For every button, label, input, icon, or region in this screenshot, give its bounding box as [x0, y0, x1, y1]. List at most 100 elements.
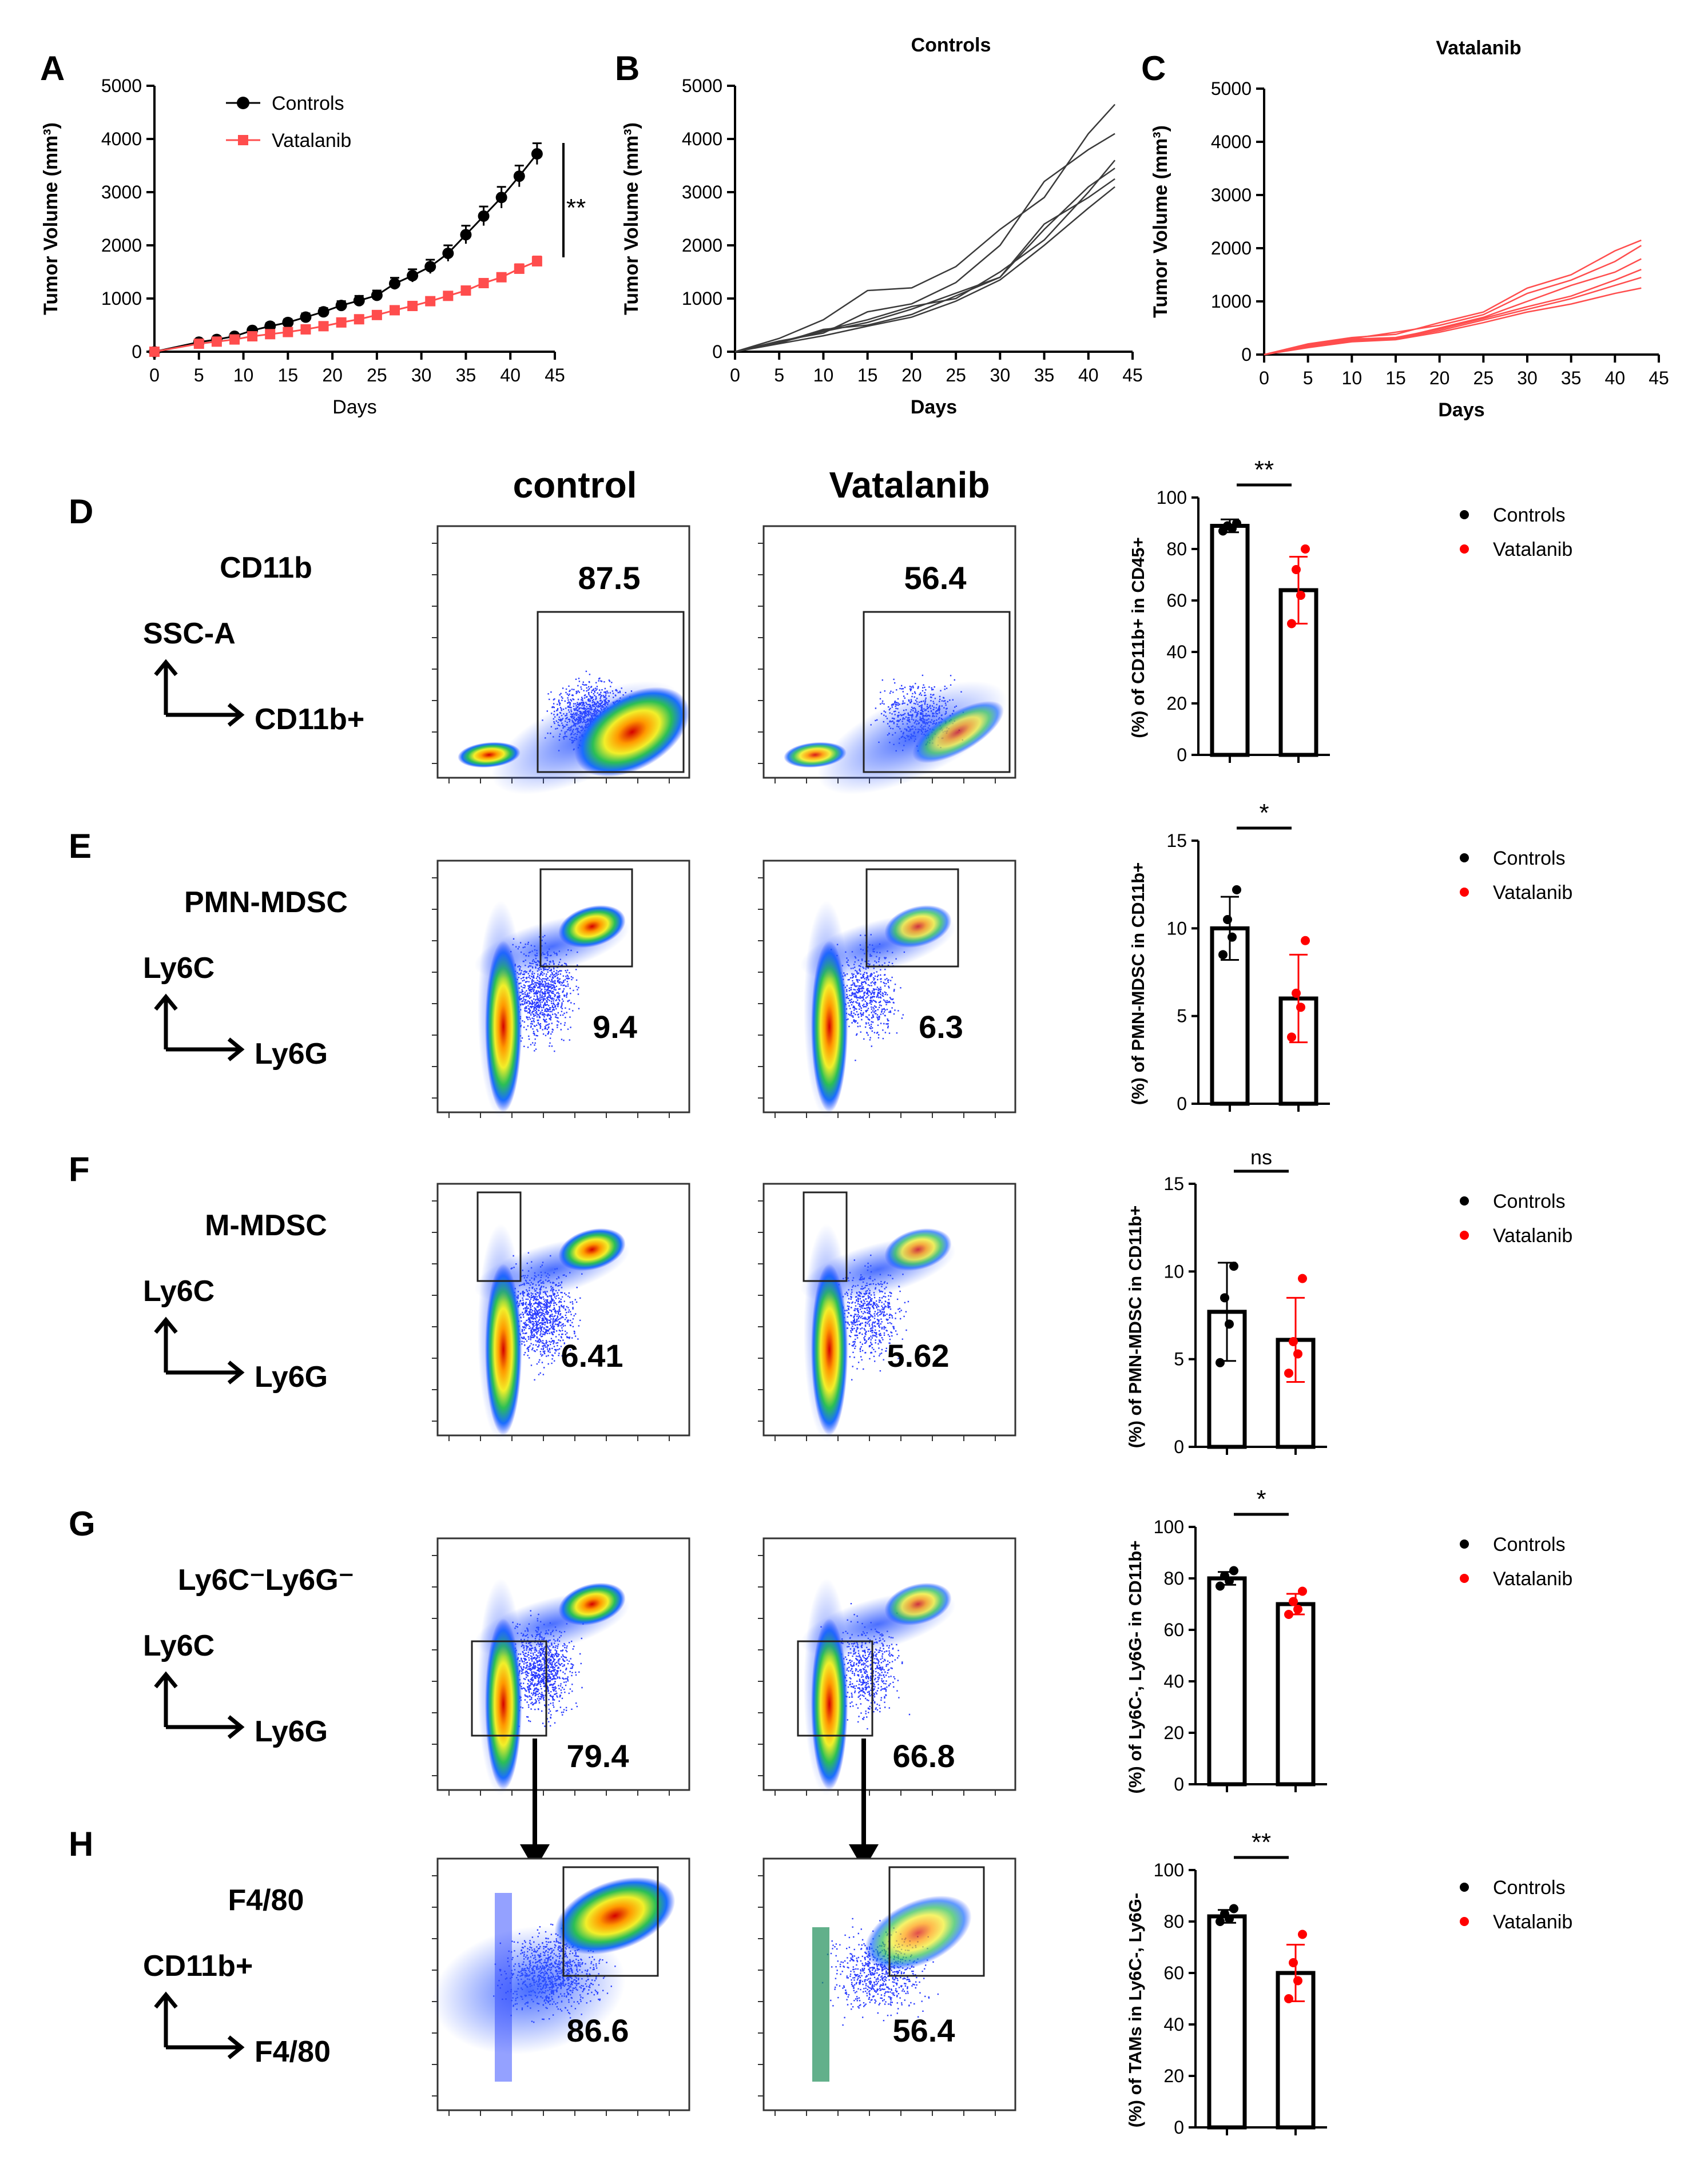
legend-label-vatalanib: Vatalanib — [1493, 882, 1572, 904]
plot-frame — [762, 1183, 1016, 1437]
y-axis-arrow — [154, 993, 178, 1049]
point-vatalanib — [336, 317, 347, 328]
y-tick-label: 80 — [1166, 539, 1187, 559]
y-tick-label: 0 — [1174, 1774, 1184, 1795]
point-controls — [460, 229, 472, 241]
gate-value-vatalanib: 56.4 — [893, 2012, 955, 2048]
legend-label-controls: Controls — [1493, 1534, 1566, 1556]
y-axis-arrow — [154, 659, 178, 715]
x-tick-label: 5 — [774, 365, 784, 385]
density-cluster — [574, 687, 690, 777]
data-point-vatalanib — [1293, 1605, 1302, 1614]
y-axis-marker: Ly6C — [143, 1275, 215, 1308]
x-tick-label: 35 — [1561, 368, 1582, 388]
x-tick-label: 10 — [813, 365, 834, 385]
x-axis-title-b: Days — [911, 396, 957, 418]
point-vatalanib — [390, 305, 400, 316]
density-haze — [432, 1926, 626, 2055]
individual-line — [734, 186, 1115, 353]
data-point-controls — [1228, 932, 1237, 942]
y-tick-label: 80 — [1163, 1911, 1184, 1932]
population-label: Ly6C⁻Ly6G⁻ — [178, 1564, 354, 1597]
legend-dot-controls — [1460, 1539, 1469, 1549]
bar-controls — [1207, 1914, 1247, 2130]
density-cluster — [912, 701, 1004, 763]
individual-line — [1264, 269, 1642, 356]
event-dots — [825, 1254, 909, 1381]
y-tick-label: 0 — [132, 341, 142, 362]
significance-label: * — [1256, 1485, 1266, 1513]
x-tick-label: 45 — [545, 365, 565, 385]
y-tick-label: 10 — [1163, 1261, 1184, 1282]
plot-frame — [436, 1183, 690, 1437]
panel-letter-d: D — [69, 492, 93, 531]
point-controls — [300, 311, 312, 323]
panel-letter-c: C — [1141, 49, 1166, 87]
y-tick-label: 3000 — [1211, 185, 1252, 205]
significance-a: ** — [566, 194, 586, 222]
data-point-vatalanib — [1298, 1930, 1307, 1939]
gate-value-vatalanib: 5.62 — [887, 1338, 950, 1374]
legend-dot-controls — [1460, 510, 1469, 519]
density-cluster — [884, 905, 952, 948]
point-controls — [407, 270, 419, 282]
x-axis-marker: F4/80 — [255, 2035, 331, 2068]
event-dots — [827, 934, 905, 1061]
data-point-controls — [1216, 1581, 1225, 1591]
density-cluster — [558, 905, 626, 948]
x-tick-label: 5 — [194, 365, 204, 385]
x-tick-label: 0 — [1259, 368, 1269, 388]
population-label: PMN-MDSC — [184, 886, 348, 919]
point-vatalanib — [193, 339, 204, 349]
individual-line — [1264, 258, 1642, 356]
y-tick-label: 40 — [1163, 2014, 1184, 2035]
x-tick-label: 30 — [1517, 368, 1538, 388]
y-axis-title: (%) of CD11b+ in CD45+ — [1128, 537, 1148, 738]
point-vatalanib — [149, 347, 160, 357]
point-controls — [282, 316, 294, 328]
point-vatalanib — [531, 256, 542, 266]
y-tick-label: 0 — [1177, 1093, 1187, 1114]
density-band — [495, 1893, 512, 2082]
individual-line — [734, 168, 1115, 353]
legend-dot-vatalanib — [1460, 1231, 1469, 1240]
y-tick-label: 40 — [1166, 642, 1187, 662]
y-axis-title-a: Tumor Volume (mm³) — [40, 122, 62, 315]
point-vatalanib — [300, 324, 311, 335]
x-tick-label: 40 — [500, 365, 521, 385]
x-tick-label: 20 — [901, 365, 922, 385]
point-vatalanib — [318, 321, 329, 332]
density-cluster — [458, 742, 521, 768]
gate-box — [562, 1866, 659, 1977]
panel-letter-a: A — [40, 49, 65, 87]
chart-title-c: Vatalanib — [1436, 37, 1521, 59]
legend-label-controls: Controls — [1493, 504, 1566, 526]
x-tick-label: 25 — [946, 365, 966, 385]
facs-plot-vatalanib: 56.4 — [758, 1857, 1016, 2116]
y-tick-label: 60 — [1166, 590, 1187, 611]
point-vatalanib — [265, 329, 276, 340]
x-axis-arrow — [166, 1715, 245, 1739]
point-vatalanib — [496, 272, 507, 283]
y-axis-arrow — [154, 1991, 178, 2047]
data-point-vatalanib — [1287, 619, 1296, 628]
legend-marker-controls — [237, 97, 249, 109]
data-point-vatalanib — [1296, 1003, 1305, 1012]
data-point-vatalanib — [1301, 544, 1310, 554]
y-tick-label: 0 — [1241, 344, 1252, 365]
individual-line — [734, 178, 1115, 353]
point-vatalanib — [371, 309, 382, 320]
gate-value-control: 6.41 — [561, 1338, 623, 1374]
point-controls — [495, 192, 507, 204]
data-point-controls — [1229, 1566, 1238, 1576]
point-vatalanib — [283, 327, 293, 337]
individual-line — [1264, 276, 1642, 356]
y-tick-label: 80 — [1163, 1568, 1184, 1589]
y-tick-label: 5000 — [1211, 78, 1252, 99]
x-axis-marker: Ly6G — [255, 1715, 328, 1748]
density-cluster — [811, 1264, 848, 1435]
point-controls — [353, 295, 365, 307]
y-tick-label: 20 — [1163, 1722, 1184, 1743]
x-axis-arrow — [166, 703, 245, 727]
